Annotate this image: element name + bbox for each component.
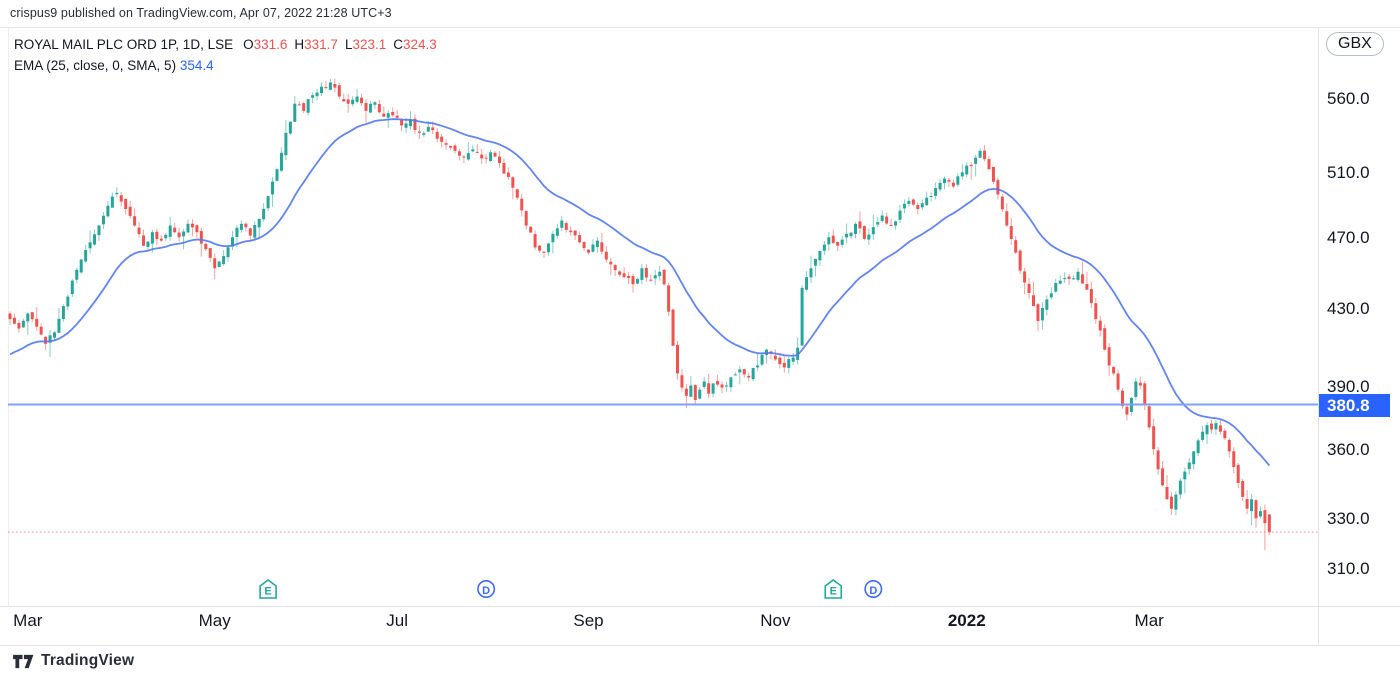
ohlc-value: 331.6 bbox=[253, 37, 288, 52]
earnings-event-badge[interactable]: E bbox=[824, 579, 843, 599]
candle-bodies-layer bbox=[8, 82, 1271, 533]
ohlc-value: 324.3 bbox=[403, 37, 437, 52]
top-separator bbox=[0, 27, 1400, 28]
indicator-value: 354.4 bbox=[179, 58, 214, 73]
price-tick-label: 470.0 bbox=[1327, 228, 1370, 248]
svg-text:E: E bbox=[830, 586, 837, 598]
indicator-name: EMA (25, close, 0, SMA, 5) bbox=[14, 58, 177, 73]
dividend-event-badge[interactable]: D bbox=[864, 579, 883, 598]
time-tick-label: Sep bbox=[573, 611, 604, 630]
ohlc-letter: C bbox=[393, 37, 404, 52]
indicator-legend-row: EMA (25, close, 0, SMA, 5) 354.4 bbox=[14, 55, 437, 76]
active-price-label: 380.8 bbox=[1319, 393, 1390, 417]
svg-text:D: D bbox=[869, 585, 877, 597]
tradingview-logo[interactable]: TradingView bbox=[12, 652, 134, 670]
time-tick-label: Mar bbox=[13, 611, 43, 630]
earnings-event-badge[interactable]: E bbox=[259, 579, 277, 599]
price-axis-separator bbox=[1318, 28, 1319, 645]
ohlc-value: 331.7 bbox=[304, 37, 338, 52]
time-tick-label: 2022 bbox=[947, 611, 986, 630]
time-tick-label: Mar bbox=[1134, 611, 1164, 630]
ohlc-value: 323.1 bbox=[352, 37, 387, 52]
currency-unit-button[interactable]: GBX bbox=[1326, 32, 1384, 56]
price-tick-label: 560.0 bbox=[1327, 89, 1370, 108]
symbol-legend-row: ROYAL MAIL PLC ORD 1P, 1D, LSE O331.6 H331… bbox=[14, 34, 437, 55]
price-tick-label: 310.0 bbox=[1327, 559, 1370, 578]
symbol-title: ROYAL MAIL PLC ORD 1P, 1D, LSE bbox=[14, 37, 234, 52]
dividend-event-badge[interactable]: D bbox=[477, 579, 496, 598]
chart-legend: ROYAL MAIL PLC ORD 1P, 1D, LSE O331.6 H331… bbox=[14, 34, 437, 76]
tradingview-logo-text: TradingView bbox=[41, 652, 135, 669]
plot-area bbox=[8, 78, 1318, 551]
time-tick-label: Jul bbox=[386, 611, 408, 630]
time-axis-separator bbox=[0, 606, 1400, 607]
ohlc-values: O331.6 H331.7 L323.1 C324.3 bbox=[233, 37, 437, 52]
tradingview-logo-icon bbox=[13, 654, 34, 668]
price-tick-label: 330.0 bbox=[1327, 509, 1370, 529]
svg-text:D: D bbox=[482, 585, 490, 597]
price-tick-label: 430.0 bbox=[1327, 298, 1370, 318]
attribution-text: crispus9 published on TradingView.com, A… bbox=[10, 6, 392, 20]
price-tick-label: 360.0 bbox=[1327, 440, 1370, 460]
ohlc-letter: H bbox=[294, 37, 305, 52]
time-tick-label: Nov bbox=[760, 611, 791, 630]
time-tick-label: May bbox=[198, 611, 231, 630]
footer-separator bbox=[0, 645, 1400, 646]
ohlc-letter: L bbox=[344, 37, 353, 52]
ohlc-letter: O bbox=[243, 37, 254, 52]
svg-text:E: E bbox=[264, 586, 271, 598]
candle-wicks-layer bbox=[9, 78, 1270, 551]
price-tick-label: 390.0 bbox=[1327, 376, 1370, 396]
ema-line bbox=[9, 118, 1271, 467]
price-tick-label: 510.0 bbox=[1327, 163, 1370, 183]
